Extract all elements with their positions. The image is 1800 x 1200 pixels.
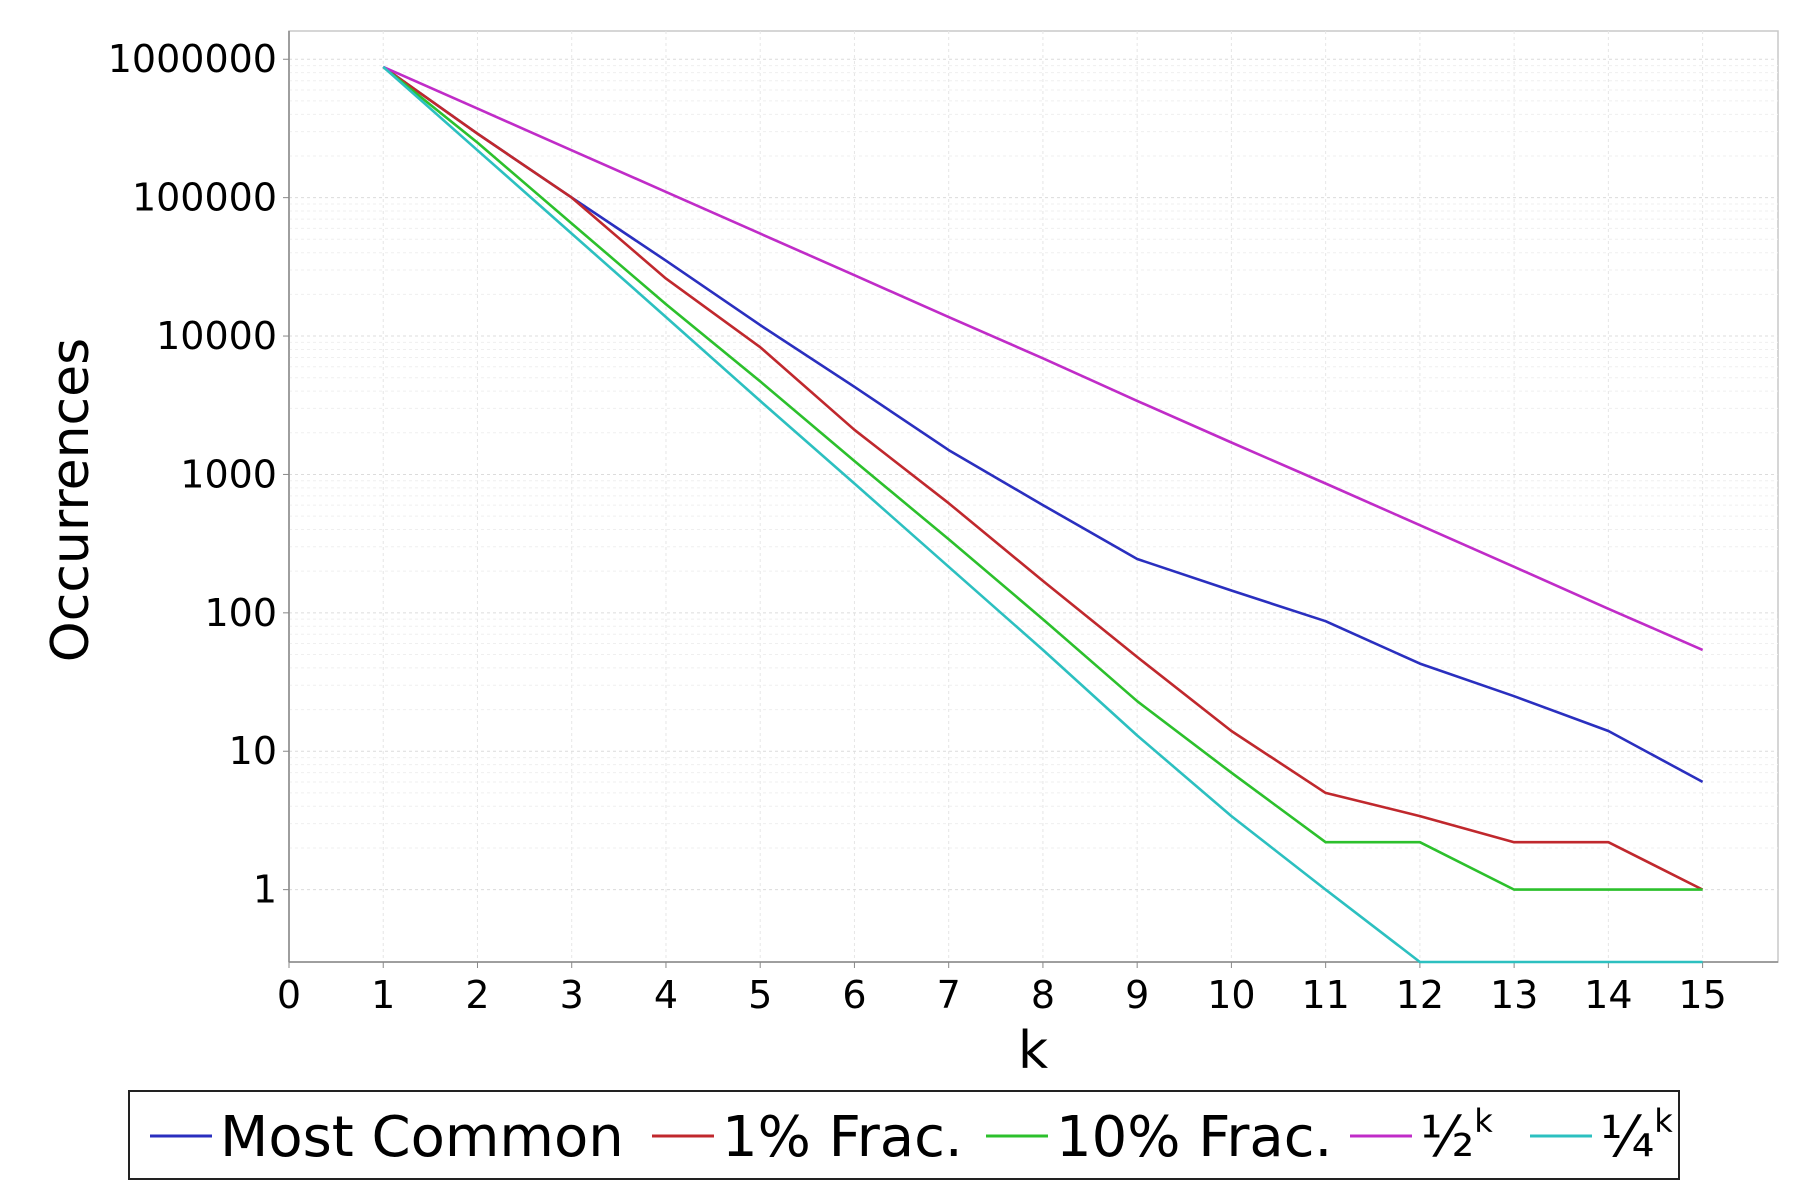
legend-label-text: 10% Frac. bbox=[1056, 1105, 1332, 1170]
x-tick-label: 4 bbox=[654, 973, 678, 1017]
x-tick-label: 14 bbox=[1584, 973, 1632, 1017]
x-tick-label: 3 bbox=[560, 973, 584, 1017]
x-tick-label: 0 bbox=[277, 973, 301, 1017]
legend-label-text: Most Common bbox=[220, 1105, 624, 1170]
legend-label-text: ½ bbox=[1420, 1105, 1474, 1170]
x-tick-label: 13 bbox=[1490, 973, 1538, 1017]
plot-area bbox=[288, 30, 1779, 963]
legend-box bbox=[128, 1090, 1680, 1180]
x-tick-label: 10 bbox=[1207, 973, 1255, 1017]
x-tick-label: 8 bbox=[1031, 973, 1055, 1017]
x-tick-labels: 0 1 2 3 4 5 6 7 8 9 10 11 12 13 14 15 bbox=[277, 962, 1727, 1017]
series-line-1 bbox=[382, 65, 1704, 784]
grid-lines bbox=[288, 31, 1778, 962]
x-tick-label: 15 bbox=[1678, 973, 1726, 1017]
legend: Most Common 1% Frac. 10% Frac. ½k ¼k bbox=[128, 1090, 1680, 1180]
y-tick-label: 10 bbox=[229, 729, 277, 773]
series-line-4 bbox=[382, 65, 1704, 652]
x-tick-label: 6 bbox=[842, 973, 866, 1017]
x-axis-title: k bbox=[1018, 1021, 1048, 1081]
y-tick-label: 100000 bbox=[132, 176, 277, 220]
x-tick-label: 9 bbox=[1125, 973, 1149, 1017]
legend-label-5: ¼k bbox=[1600, 1102, 1673, 1170]
y-tick-label: 10000 bbox=[156, 314, 277, 358]
series-line-2 bbox=[382, 65, 1704, 891]
x-tick-label: 7 bbox=[937, 973, 961, 1017]
y-tick-labels: 1 10 100 1000 10000 100000 1000000 bbox=[108, 37, 289, 912]
x-tick-label: 11 bbox=[1301, 973, 1349, 1017]
legend-label-4: ½k bbox=[1420, 1102, 1493, 1170]
legend-label-text: ¼ bbox=[1600, 1105, 1654, 1170]
series-line-3 bbox=[382, 65, 1703, 891]
y-tick-label: 1 bbox=[253, 868, 277, 912]
x-tick-label: 2 bbox=[465, 973, 489, 1017]
y-tick-label: 1000000 bbox=[108, 37, 277, 81]
y-tick-label: 1000 bbox=[180, 452, 277, 496]
series-line-5 bbox=[382, 65, 1703, 964]
x-tick-label: 1 bbox=[371, 973, 395, 1017]
legend-label-text: 1% Frac. bbox=[722, 1105, 963, 1170]
legend-label-2: 1% Frac. bbox=[722, 1105, 963, 1170]
legend-label-superscript: k bbox=[1654, 1102, 1673, 1140]
y-axis-title: Occurrences bbox=[41, 338, 101, 662]
x-tick-label: 5 bbox=[748, 973, 772, 1017]
legend-label-1: Most Common bbox=[220, 1105, 624, 1170]
series-lines bbox=[382, 65, 1704, 964]
y-tick-label: 100 bbox=[204, 591, 277, 635]
legend-label-3: 10% Frac. bbox=[1056, 1105, 1332, 1170]
x-tick-label: 12 bbox=[1396, 973, 1444, 1017]
legend-label-superscript: k bbox=[1474, 1102, 1493, 1140]
